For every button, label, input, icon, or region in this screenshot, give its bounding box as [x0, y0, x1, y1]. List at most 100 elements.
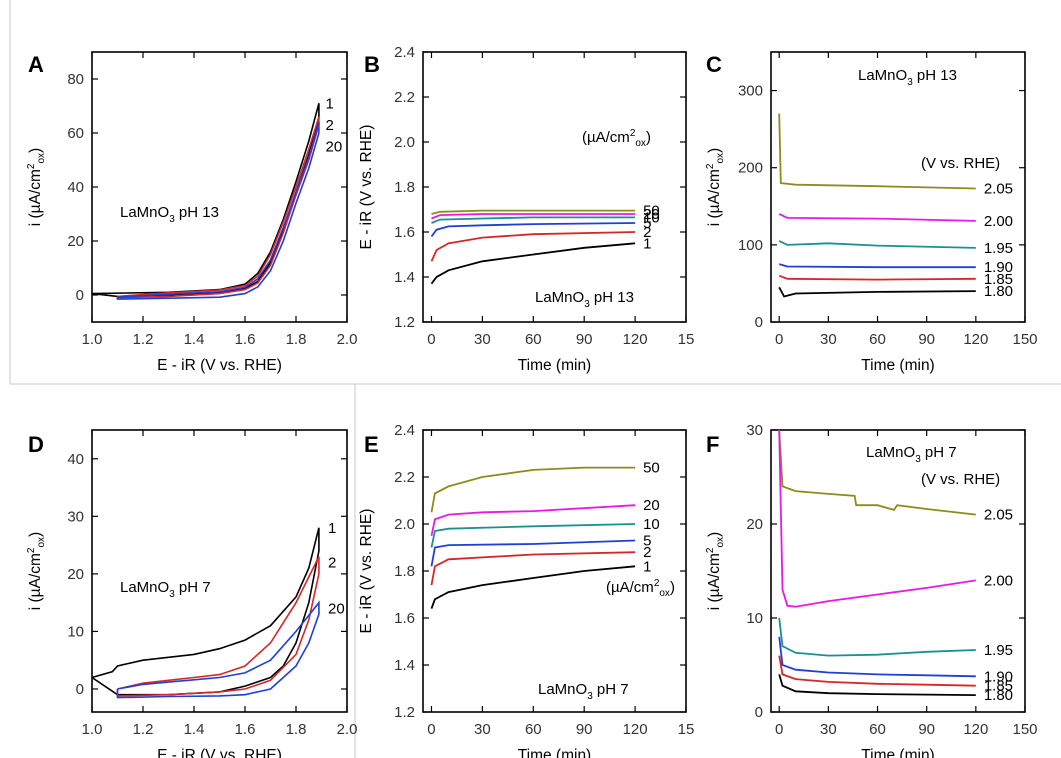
- curve-label: 20: [328, 600, 345, 617]
- compound-label: LaMnO3 pH 7: [538, 681, 629, 702]
- y-tick-label: 10: [746, 610, 763, 627]
- x-tick-label: 150: [1012, 331, 1037, 348]
- x-tick-label: 30: [474, 331, 491, 348]
- y-axis-label: E - iR (V vs. RHE): [358, 509, 375, 634]
- series-10: 10: [431, 209, 660, 226]
- y-tick-label: 1.8: [394, 179, 415, 196]
- x-axis-label: Time (min): [861, 747, 934, 758]
- x-tick-label: 2.0: [337, 331, 358, 348]
- unit-label: (V vs. RHE): [921, 155, 1000, 172]
- series-line: [116, 600, 320, 699]
- series-line: [91, 103, 320, 298]
- series-2.00: 2.00: [778, 213, 1013, 230]
- series-line: [778, 240, 976, 249]
- curve-label: 2: [326, 117, 334, 134]
- y-tick-label: 1.2: [394, 314, 415, 331]
- series-line: [430, 231, 636, 262]
- series-label: 20: [643, 497, 660, 514]
- series-1.90: 1.90: [778, 636, 1013, 685]
- series-line: [430, 565, 636, 609]
- unit-label: (µA/cm2ox): [582, 128, 651, 149]
- curve-label: 2: [328, 554, 336, 571]
- y-tick-label: 1.6: [394, 224, 415, 241]
- y-tick-label: 20: [746, 516, 763, 533]
- series-2.00: 2.00: [778, 429, 1013, 608]
- panel-a: A 1.0 1.2 1.4 1.6 1.8 2.0 0 20 40 60 80 E - iR (V vs…: [26, 51, 358, 374]
- series-line: [778, 429, 976, 608]
- x-tick-label: 120: [963, 721, 988, 738]
- plot-frame: [91, 51, 348, 323]
- y-tick-label: 1.8: [394, 563, 415, 580]
- x-tick-label: 1.2: [133, 721, 154, 738]
- series-1.85: 1.85: [778, 655, 1013, 695]
- x-tick-label: 1.4: [184, 331, 205, 348]
- series-20: [116, 121, 320, 300]
- series-1.85: 1.85: [778, 271, 1013, 288]
- curve-label: 1: [328, 520, 336, 537]
- series-line: [778, 113, 976, 190]
- x-tick-label: 90: [918, 331, 935, 348]
- series-label: 2.00: [984, 572, 1013, 589]
- x-tick-label: 15: [678, 331, 695, 348]
- series-1.90: 1.90: [778, 259, 1013, 276]
- panel-letter: E: [364, 432, 379, 457]
- compound-label: LaMnO3 pH 7: [866, 444, 957, 465]
- series-5: 5: [430, 532, 651, 567]
- x-tick-label: 1.6: [235, 721, 256, 738]
- series-line: [778, 617, 976, 657]
- series-label: 1.80: [984, 283, 1013, 300]
- y-tick-label: 2.0: [394, 134, 415, 151]
- y-tick-label: 300: [738, 83, 763, 100]
- y-tick-label: 30: [746, 422, 763, 439]
- x-axis-label: Time (min): [518, 357, 591, 374]
- series-label: 1.85: [984, 271, 1013, 288]
- y-tick-label: 1.2: [394, 704, 415, 721]
- series-label: 1.80: [984, 687, 1013, 704]
- series-label: 10: [643, 209, 660, 226]
- series-label: 1.85: [984, 678, 1013, 695]
- x-tick-label: 1.0: [82, 331, 103, 348]
- x-tick-label: 1.8: [286, 331, 307, 348]
- series-label: 1.90: [984, 668, 1013, 685]
- series-line: [778, 263, 976, 269]
- x-axis-label: E - iR (V vs. RHE): [157, 747, 282, 758]
- x-tick-label: 30: [820, 721, 837, 738]
- series-line: [778, 674, 976, 696]
- series-line: [430, 523, 636, 548]
- x-tick-label: 120: [623, 721, 648, 738]
- series-line: [116, 556, 320, 697]
- series-20: 20: [431, 206, 660, 223]
- y-tick-label: 10: [67, 623, 84, 640]
- series-1: [91, 527, 320, 696]
- series-line: [116, 121, 320, 300]
- series-50: 50: [430, 460, 660, 513]
- x-tick-label: 90: [918, 721, 935, 738]
- y-tick-label: 100: [738, 237, 763, 254]
- series-2.05: 2.05: [778, 113, 1013, 198]
- series-line: [431, 213, 636, 220]
- plot-frame: [91, 429, 348, 713]
- x-tick-label: 1.4: [184, 721, 205, 738]
- y-tick-label: 2.2: [394, 89, 415, 106]
- x-tick-label: 1.0: [82, 721, 103, 738]
- x-tick-label: 2.0: [337, 721, 358, 738]
- series-line: [430, 242, 636, 285]
- series-line: [430, 504, 636, 536]
- series-2: 2: [430, 544, 651, 586]
- y-tick-label: 2.2: [394, 469, 415, 486]
- series-50: 50: [431, 203, 660, 220]
- series-label: 1.90: [984, 259, 1013, 276]
- y-tick-label: 40: [67, 451, 84, 468]
- y-tick-label: 200: [738, 160, 763, 177]
- x-tick-label: 30: [820, 331, 837, 348]
- series-1.95: 1.95: [778, 240, 1013, 257]
- panel-letter: B: [364, 52, 380, 77]
- y-axis-label: i (µA/cm2ox): [705, 148, 726, 226]
- y-axis-label: E - iR (V vs. RHE): [358, 125, 375, 250]
- panel-letter: D: [28, 432, 44, 457]
- series-label: 50: [643, 203, 660, 220]
- plot-frame: [770, 51, 1026, 323]
- series-label: 2: [643, 544, 651, 561]
